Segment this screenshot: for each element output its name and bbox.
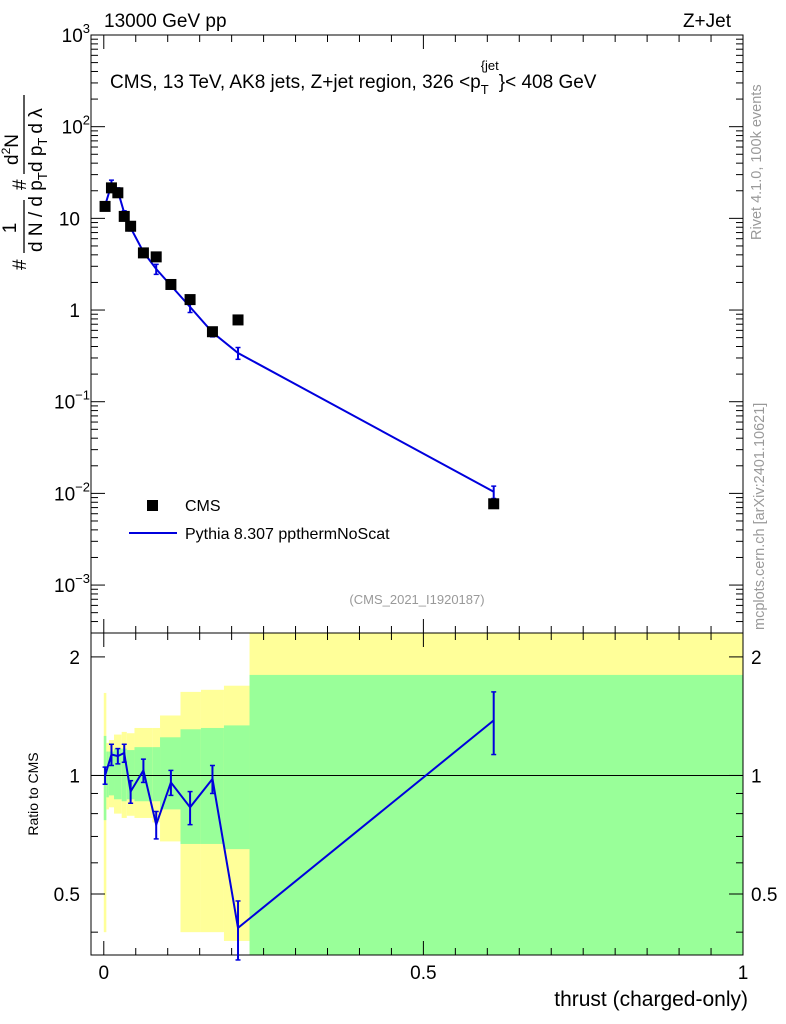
ratio-ylabel: Ratio to CMS — [25, 752, 41, 835]
main-ytick-label: 10−2 — [54, 479, 90, 505]
ratio-ytick-label: 0.5 — [54, 885, 80, 906]
inner-band — [114, 748, 122, 800]
main-axes — [91, 34, 744, 634]
cms-point — [137, 247, 149, 259]
ratio-panel: 0.5 0.5 1 1 2 2 0 0.5 1 Ratio to CMS thrust (cha… — [25, 632, 778, 1011]
main-ytick-label: 10−1 — [54, 388, 90, 414]
inner-band — [249, 674, 743, 955]
legend-cms-marker — [147, 500, 158, 511]
cms-point — [99, 200, 111, 212]
ratio-xtick-label: 0.5 — [410, 963, 436, 984]
svg-text:#: # — [10, 259, 31, 270]
ratio-line — [104, 719, 495, 930]
chart-title: CMS, 13 TeV, AK8 jets, Z+jet region, 326… — [110, 58, 597, 97]
ratio-ytick-label: 2 — [69, 648, 80, 669]
main-ytick-label: 1 — [69, 301, 80, 322]
analysis-watermark: (CMS_2021_I1920187) — [349, 592, 484, 607]
mcplots-label: mcplots.cern.ch [arXiv:2401.10621] — [752, 403, 768, 630]
svg-text:1: 1 — [0, 223, 21, 234]
legend-cms-label: CMS — [185, 498, 221, 515]
ratio-xtick-label: 0 — [98, 963, 109, 984]
ratio-ytick-label: 1 — [69, 766, 80, 787]
inner-band — [180, 729, 201, 844]
main-ytick-label: 102 — [62, 113, 90, 139]
inner-band — [152, 747, 161, 802]
cms-point — [118, 210, 130, 222]
ratio-xtick-label: 1 — [738, 963, 749, 984]
svg-text:d2N: d2N — [0, 134, 23, 165]
header-right: Z+Jet — [683, 11, 732, 32]
ratio-ytick-label-right: 2 — [751, 648, 762, 669]
inner-band — [126, 750, 135, 800]
legend: CMS Pythia 8.307 ppthermNoScat — [129, 498, 390, 543]
cms-point — [165, 278, 177, 290]
legend-mc-label: Pythia 8.307 ppthermNoScat — [185, 526, 390, 543]
cms-point — [206, 326, 218, 338]
ratio-ytick-label-right: 0.5 — [751, 885, 777, 906]
header-left: 13000 GeV pp — [104, 11, 227, 32]
ratio-series — [102, 691, 497, 961]
inner-band — [108, 751, 115, 796]
ratio-axes — [91, 633, 744, 955]
cms-point — [184, 294, 196, 306]
cms-point — [125, 220, 137, 232]
main-ytick-label: 10 — [59, 209, 80, 230]
cms-point — [112, 187, 124, 199]
uncertainty-bands — [103, 633, 743, 955]
cms-point — [488, 498, 500, 510]
inner-band — [223, 725, 250, 850]
main-series — [99, 179, 500, 510]
main-frame — [90, 34, 744, 634]
svg-text:#: # — [10, 179, 31, 190]
inner-band — [106, 751, 109, 798]
inner-band — [121, 748, 127, 802]
cms-point — [232, 314, 244, 326]
ratio-ytick-label-right: 1 — [751, 766, 762, 787]
ratio-frame — [90, 632, 744, 956]
ratio-tick-labels: 0.5 0.5 1 1 2 2 0 0.5 1 — [54, 648, 778, 984]
svg-text:d pTd λ: d pTd λ — [26, 108, 50, 172]
x-axis-label: thrust (charged-only) — [554, 988, 748, 1011]
cms-point — [150, 251, 162, 263]
main-ylabel: # 1 d N / d pT # d2N d pTd λ — [0, 95, 50, 270]
rivet-label: Rivet 4.1.0, 100k events — [749, 84, 765, 240]
cms-point — [105, 182, 117, 194]
main-ytick-label: 10−3 — [54, 571, 90, 597]
svg-text:d N / d pT: d N / d pT — [26, 172, 50, 252]
main-ytick-label: 103 — [62, 21, 90, 47]
